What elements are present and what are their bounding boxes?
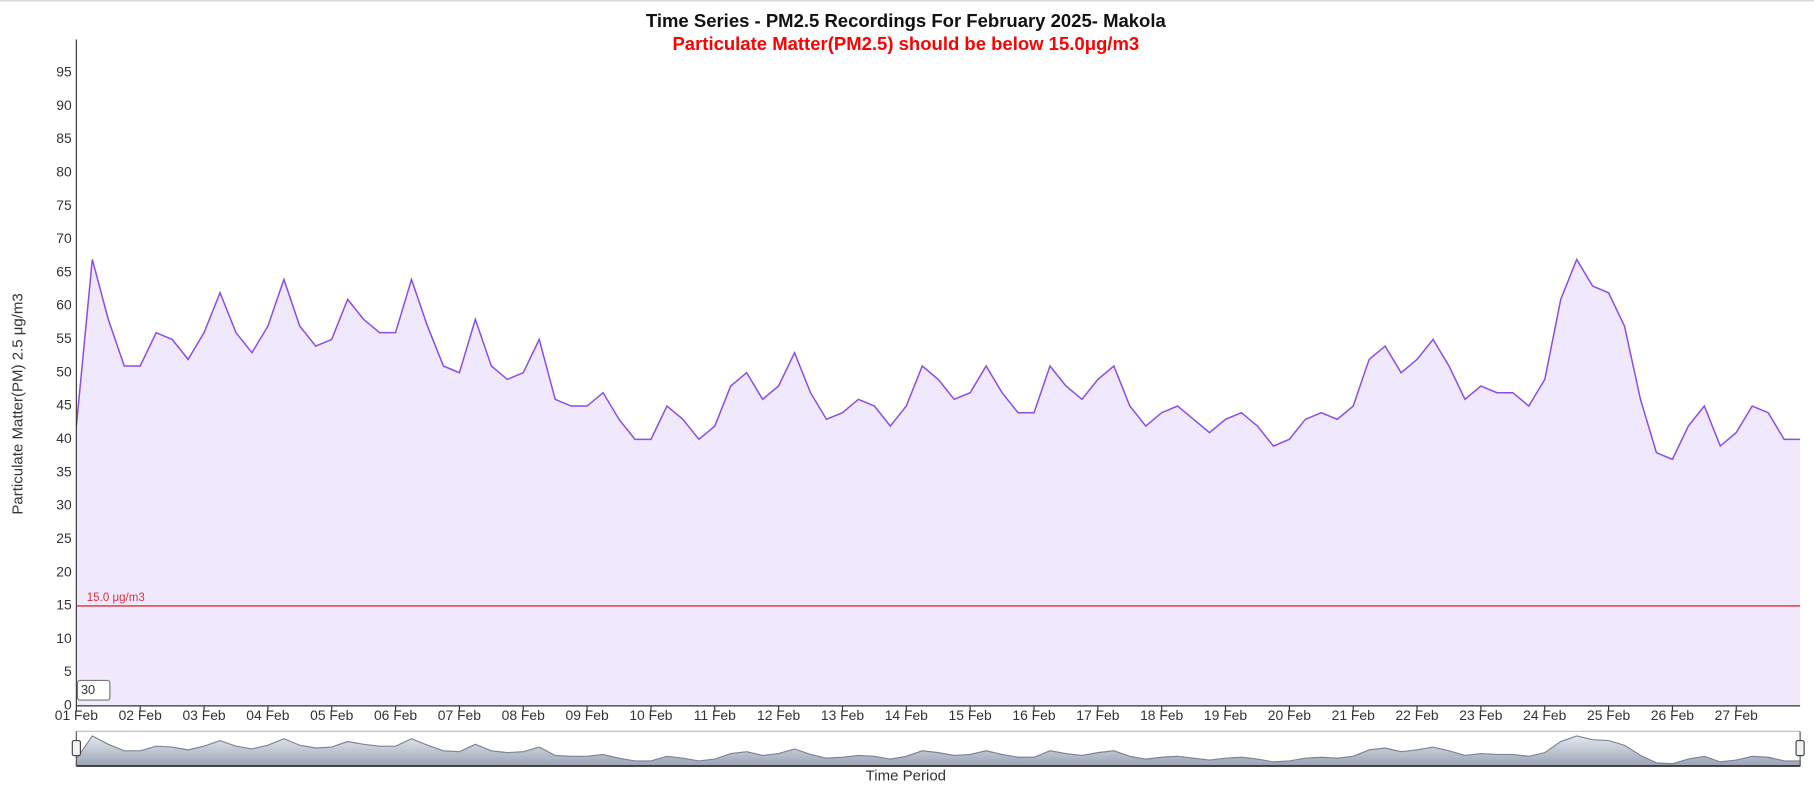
x-tick-label: 16 Feb	[1012, 707, 1055, 723]
y-axis-label: Particulate Matter(PM) 2.5 μg/m3	[9, 293, 26, 514]
y-tick-label: 85	[56, 130, 72, 146]
y-tick-label: 95	[56, 64, 72, 80]
y-tick-label: 90	[56, 97, 72, 113]
chart-subtitle: Particulate Matter(PM2.5) should be belo…	[672, 33, 1139, 54]
x-tick-label: 02 Feb	[119, 707, 162, 723]
y-tick-label: 25	[56, 530, 72, 546]
x-tick-label: 24 Feb	[1523, 707, 1566, 723]
y-tick-label: 20	[56, 563, 72, 579]
x-tick-label: 05 Feb	[310, 707, 353, 723]
x-tick-label: 14 Feb	[885, 707, 928, 723]
x-tick-label: 03 Feb	[182, 707, 225, 723]
range-input-box	[76, 679, 111, 701]
navigator-handle	[1795, 740, 1805, 757]
y-tick-label: 60	[56, 297, 72, 313]
x-tick-label: 18 Feb	[1140, 707, 1183, 723]
y-tick-label: 30	[56, 497, 72, 513]
y-tick-label: 40	[56, 430, 72, 446]
x-axis-label: Time Period	[866, 767, 946, 784]
y-tick-label: 65	[56, 263, 72, 279]
x-tick-label: 19 Feb	[1204, 707, 1247, 723]
y-tick-label: 0	[64, 697, 72, 713]
y-tick-label: 35	[56, 463, 72, 479]
x-tick-label: 21 Feb	[1332, 707, 1375, 723]
x-tick-label: 01 Feb	[55, 707, 98, 723]
y-tick-label: 10	[56, 630, 72, 646]
x-tick-label: 09 Feb	[565, 707, 608, 723]
x-tick-label: 11 Feb	[694, 707, 736, 723]
x-tick-label: 23 Feb	[1459, 707, 1502, 723]
y-tick-label: 80	[56, 163, 72, 179]
navigator-handle	[71, 740, 81, 757]
y-tick-label: 75	[56, 197, 72, 213]
x-tick-label: 27 Feb	[1715, 707, 1758, 723]
y-tick-label: 15	[56, 597, 72, 613]
x-tick-label: 10 Feb	[629, 707, 672, 723]
x-tick-label: 22 Feb	[1395, 707, 1438, 723]
x-tick-label: 08 Feb	[502, 707, 545, 723]
x-tick-label: 25 Feb	[1587, 707, 1630, 723]
y-tick-label: 70	[56, 230, 72, 246]
range-input: 30	[81, 682, 95, 697]
y-tick-label: 55	[56, 330, 72, 346]
x-tick-label: 13 Feb	[821, 707, 864, 723]
y-tick-label: 5	[64, 663, 72, 679]
navigator-series	[75, 735, 1801, 767]
series-line	[75, 257, 1801, 461]
x-tick-label: 15 Feb	[949, 707, 992, 723]
x-tick-label: 20 Feb	[1268, 707, 1311, 723]
x-tick-label: 04 Feb	[246, 707, 289, 723]
x-tick-label: 12 Feb	[757, 707, 800, 723]
x-tick-label: 07 Feb	[438, 707, 481, 723]
x-tick-label: 17 Feb	[1076, 707, 1119, 723]
y-tick-label: 50	[56, 363, 72, 379]
x-tick-label: 06 Feb	[374, 707, 417, 723]
x-tick-label: 26 Feb	[1651, 707, 1694, 723]
area-fill	[76, 259, 1801, 706]
threshold-label: 15.0 μg/m3	[87, 592, 145, 604]
chart-title: Time Series - PM2.5 Recordings For Febru…	[646, 10, 1167, 31]
y-tick-label: 45	[56, 397, 72, 413]
